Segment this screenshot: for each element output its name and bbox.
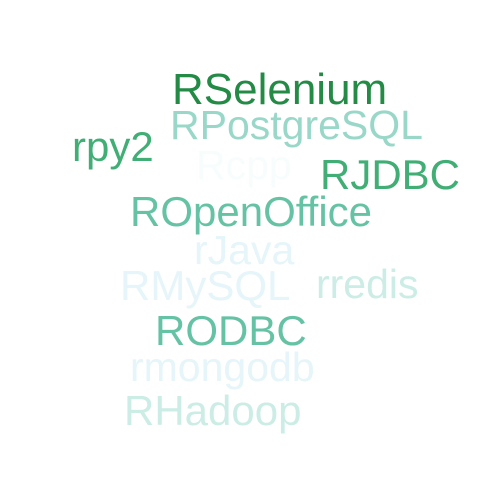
word-rjdbc: RJDBC (320, 151, 461, 198)
word-rhadoop: RHadoop (124, 387, 302, 434)
word-rjava: rJava (194, 227, 295, 273)
word-ropenoffice: ROpenOffice (130, 188, 373, 235)
word-rodbc: RODBC (155, 307, 307, 354)
word-rmongodb: rmongodb (130, 344, 315, 390)
word-rredis: rredis (316, 261, 419, 307)
word-rpy2: rpy2 (72, 123, 154, 170)
word-rpostgresql: RPostgreSQL (170, 102, 423, 148)
word-rcpp: Rcpp (196, 142, 292, 188)
word-rselenium: RSelenium (172, 65, 388, 114)
word-rmysql: RMySQL (120, 262, 291, 309)
